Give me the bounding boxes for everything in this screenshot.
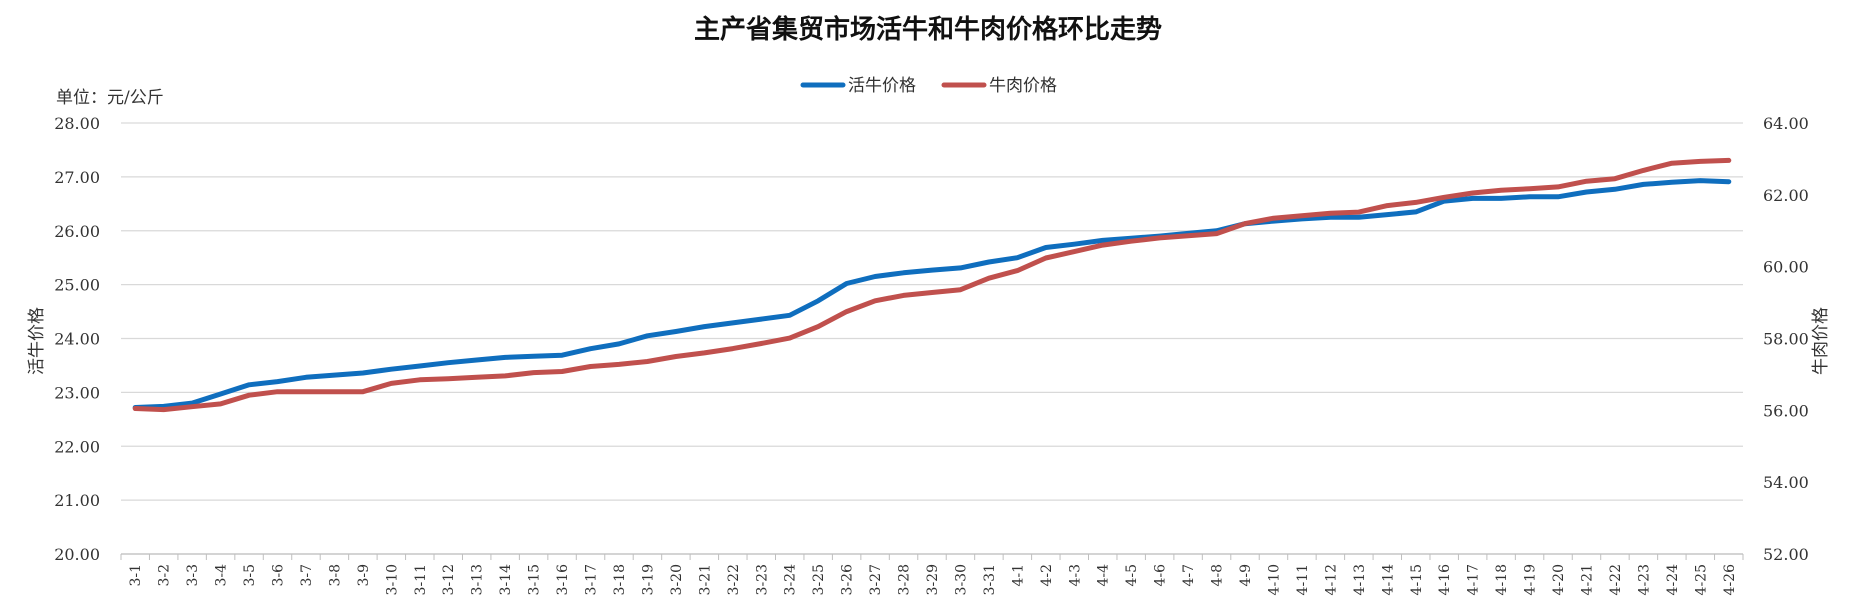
x-tick-label: 3-8 (327, 564, 343, 587)
x-tick-label: 4-7 (1181, 564, 1197, 587)
x-tick-label: 3-5 (242, 564, 258, 587)
y-right-tick-label: 52.00 (1763, 545, 1809, 564)
x-tick-label: 3-24 (783, 564, 799, 596)
x-tick-label: 3-19 (640, 564, 656, 595)
legend-item-beef: 牛肉价格 (941, 76, 1057, 96)
x-tick-label: 4-24 (1665, 564, 1681, 596)
x-tick-label: 3-28 (897, 564, 913, 595)
x-tick-label: 3-1 (128, 564, 144, 587)
x-tick-label: 4-8 (1210, 564, 1226, 587)
x-tick-label: 3-25 (811, 564, 827, 595)
x-tick-label: 3-17 (584, 564, 600, 595)
legend-item-live-cattle: 活牛价格 (800, 76, 916, 96)
chart-title: 主产省集贸市场活牛和牛肉价格环比走势 (694, 14, 1162, 45)
x-tick-label: 4-22 (1608, 564, 1624, 595)
x-tick-label: 4-10 (1266, 564, 1282, 595)
x-tick-label: 4-15 (1409, 564, 1425, 595)
x-tick-label: 4-21 (1579, 564, 1595, 595)
x-tick-label: 3-14 (498, 564, 514, 596)
legend: 活牛价格 牛肉价格 (800, 76, 1057, 96)
x-tick-label: 4-1 (1010, 564, 1026, 587)
y-left-tick-label: 25.00 (54, 276, 100, 295)
y-left-axis-ticks: 20.00 21.00 22.00 23.00 24.00 25.00 26.00 27.00… (54, 114, 100, 564)
y-left-tick-label: 28.00 (54, 114, 100, 133)
y-left-axis-title: 活牛价格 (27, 307, 47, 375)
unit-label: 单位：元/公斤 (56, 88, 164, 108)
x-tick-label: 3-10 (384, 564, 400, 595)
x-tick-label: 3-12 (441, 564, 457, 595)
y-right-tick-label: 64.00 (1763, 114, 1809, 133)
x-tick-label: 3-9 (356, 564, 372, 587)
y-left-tick-label: 24.00 (54, 330, 100, 349)
x-tick-label: 4-6 (1153, 564, 1169, 587)
x-tick-label: 3-20 (669, 564, 685, 595)
x-tick-label: 3-11 (413, 564, 429, 595)
x-tick-label: 3-13 (470, 564, 486, 595)
y-left-tick-label: 26.00 (54, 222, 100, 241)
x-tick-label: 3-6 (271, 564, 287, 587)
x-tick-label: 4-2 (1039, 564, 1055, 587)
x-tick-label: 4-9 (1238, 564, 1254, 587)
y-left-tick-label: 20.00 (54, 545, 100, 564)
y-left-tick-label: 23.00 (54, 383, 100, 402)
series-line-beef (132, 157, 1732, 413)
series-line-live-cattle (132, 178, 1732, 410)
y-right-axis-title: 牛肉价格 (1811, 307, 1831, 375)
x-tick-label: 4-14 (1380, 564, 1396, 596)
y-right-tick-label: 58.00 (1763, 330, 1809, 349)
y-right-tick-label: 62.00 (1763, 186, 1809, 205)
x-tick-label: 3-21 (697, 564, 713, 595)
x-tick-label: 4-16 (1437, 564, 1453, 596)
x-tick-label: 3-31 (982, 564, 998, 595)
x-tick-label: 4-19 (1523, 564, 1539, 595)
x-tick-label: 3-30 (953, 564, 969, 595)
x-tick-label: 3-16 (555, 564, 571, 596)
y-right-tick-label: 54.00 (1763, 473, 1809, 492)
x-tick-label: 3-2 (157, 564, 173, 587)
x-tick-label: 3-29 (925, 564, 941, 595)
x-tick-label: 4-4 (1096, 564, 1112, 587)
y-left-tick-label: 21.00 (54, 491, 100, 510)
x-tick-label: 3-7 (299, 564, 315, 587)
x-tick-label: 3-15 (527, 564, 543, 595)
x-tick-label: 4-5 (1124, 564, 1140, 587)
x-tick-label: 4-26 (1722, 564, 1738, 596)
x-tick-label: 3-23 (754, 564, 770, 595)
series-lines (132, 157, 1732, 413)
y-right-tick-label: 60.00 (1763, 258, 1809, 277)
y-left-tick-label: 27.00 (54, 168, 100, 187)
x-tick-label: 4-12 (1323, 564, 1339, 595)
x-tick-label: 4-20 (1551, 564, 1567, 595)
x-tick-label: 4-3 (1067, 564, 1083, 587)
x-tick-label: 4-18 (1494, 564, 1510, 595)
x-tick-label: 4-17 (1466, 564, 1482, 595)
x-axis: 3-1 3-2 3-3 3-4 3-5 3-6 3-7 3-8 3-9 3-10 3-11 3-12 3… (120, 553, 1744, 596)
x-tick-label: 3-4 (214, 564, 230, 587)
x-tick-label: 4-13 (1352, 564, 1368, 595)
gridlines (121, 122, 1743, 555)
legend-label-live-cattle: 活牛价格 (848, 76, 916, 96)
y-right-tick-label: 56.00 (1763, 401, 1809, 420)
y-right-axis-ticks: 52.00 54.00 56.00 58.00 60.00 62.00 64.00 (1763, 114, 1809, 564)
x-tick-label: 3-3 (185, 564, 201, 587)
y-left-tick-label: 22.00 (54, 437, 100, 456)
x-tick-label: 3-22 (726, 564, 742, 595)
x-tick-label: 3-26 (840, 564, 856, 596)
x-tick-label: 4-23 (1636, 564, 1652, 595)
x-tick-label: 4-11 (1295, 564, 1311, 595)
legend-label-beef: 牛肉价格 (989, 76, 1057, 96)
x-tick-label: 3-18 (612, 564, 628, 595)
x-tick-label: 3-27 (868, 564, 884, 595)
x-tick-label: 4-25 (1693, 564, 1709, 595)
